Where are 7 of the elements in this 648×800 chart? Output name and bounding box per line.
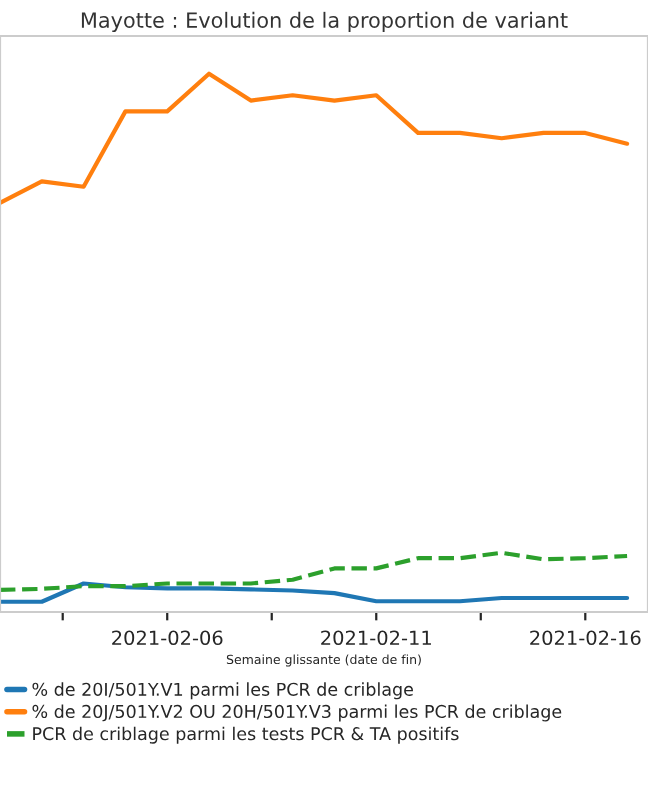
chart-title: Mayotte : Evolution de la proportion de variant <box>81 11 568 32</box>
x-tick-label: 2021-02-06 <box>112 630 223 646</box>
x-tick-label: 2021-02-16 <box>530 630 641 646</box>
legend-label: PCR de criblage parmi les tests PCR & TA positifs <box>33 726 459 744</box>
x-tick-label: 2021-02-11 <box>321 630 431 646</box>
legend-label: % de 20J/501Y.V2 OU 20H/501Y.V3 parmi les PCR de criblage <box>32 704 562 722</box>
legend-label: % de 20I/501Y.V1 parmi les PCR de criblage <box>32 682 413 700</box>
